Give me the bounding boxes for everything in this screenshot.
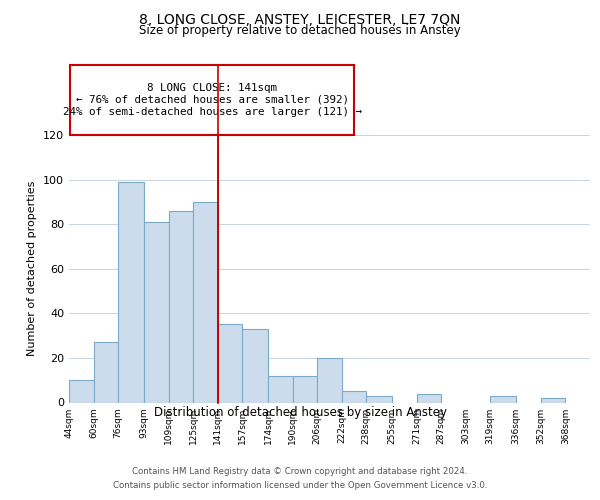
Bar (218, 324, 242, 402)
Bar (144, 222, 169, 402)
Bar (293, 376, 317, 402)
Bar (242, 329, 268, 402)
Bar (193, 202, 218, 402)
Bar (169, 211, 193, 402)
Text: 8, LONG CLOSE, ANSTEY, LEICESTER, LE7 7QN: 8, LONG CLOSE, ANSTEY, LEICESTER, LE7 7Q… (139, 12, 461, 26)
Y-axis label: Number of detached properties: Number of detached properties (28, 181, 37, 356)
Bar (317, 358, 341, 403)
Text: Contains public sector information licensed under the Open Government Licence v3: Contains public sector information licen… (113, 481, 487, 490)
Bar (417, 394, 441, 402)
Bar (268, 376, 293, 402)
Text: Contains HM Land Registry data © Crown copyright and database right 2024.: Contains HM Land Registry data © Crown c… (132, 468, 468, 476)
Text: 8 LONG CLOSE: 141sqm
← 76% of detached houses are smaller (392)
24% of semi-deta: 8 LONG CLOSE: 141sqm ← 76% of detached h… (62, 84, 362, 116)
Bar (541, 398, 565, 402)
Bar (366, 396, 392, 402)
Bar (69, 380, 94, 402)
Bar (341, 392, 366, 402)
Bar (94, 342, 118, 402)
Text: Size of property relative to detached houses in Anstey: Size of property relative to detached ho… (139, 24, 461, 37)
Bar (118, 182, 144, 402)
Bar (490, 396, 516, 402)
Text: Distribution of detached houses by size in Anstey: Distribution of detached houses by size … (154, 406, 446, 419)
